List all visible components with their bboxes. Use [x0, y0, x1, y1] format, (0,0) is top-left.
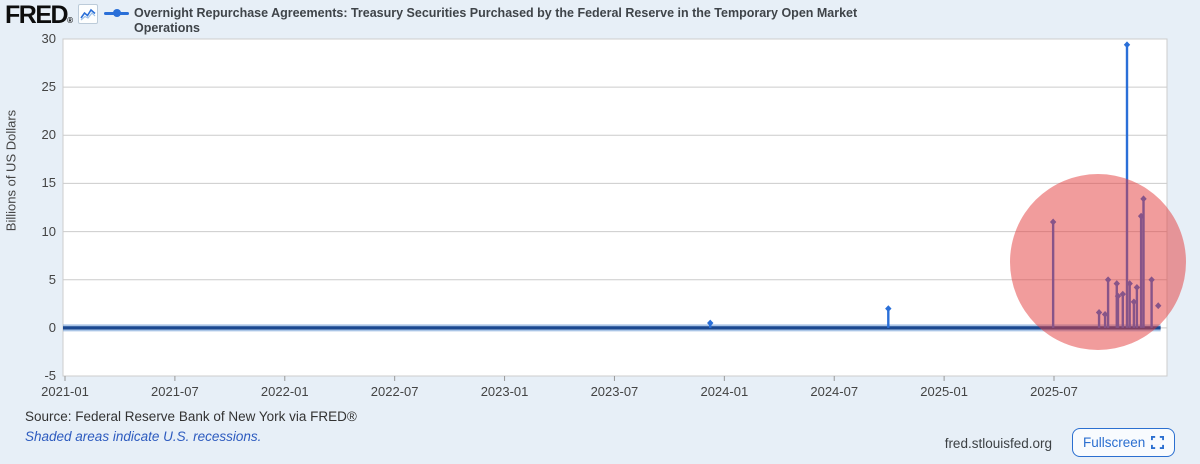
- series-point-marker: [707, 319, 714, 327]
- y-tick-label: 15: [41, 175, 56, 191]
- x-tick-label: 2022-01: [260, 384, 309, 399]
- x-tick-label: 2023-07: [590, 384, 639, 399]
- registered-mark: ®: [67, 16, 73, 25]
- series-point-marker: [1123, 41, 1131, 49]
- legend-dot-marker: [113, 9, 121, 17]
- x-tick-label: 2021-01: [41, 384, 89, 399]
- series-point-marker: [885, 305, 892, 312]
- fred-logo[interactable]: FRED®: [5, 1, 73, 29]
- x-tick-label: 2025-07: [1030, 384, 1078, 399]
- fullscreen-icon: [1151, 436, 1165, 449]
- x-tick-label: 2025-01: [920, 384, 968, 399]
- plot-area: [62, 38, 1168, 377]
- x-tick-label: 2024-07: [810, 384, 859, 399]
- x-tick-label: 2024-01: [700, 384, 749, 399]
- x-tick-label: 2021-07: [151, 384, 199, 399]
- recession-note-link[interactable]: Shaded areas indicate U.S. recessions.: [25, 429, 262, 444]
- y-tick-label: 30: [41, 31, 56, 46]
- fullscreen-button-label: Fullscreen: [1083, 435, 1146, 450]
- x-tick-label: 2023-01: [480, 384, 529, 399]
- y-tick-label: 5: [48, 271, 56, 287]
- series-title: Overnight Repurchase Agreements: Treasur…: [134, 6, 858, 35]
- fullscreen-button[interactable]: Fullscreen: [1072, 428, 1176, 457]
- y-tick-label: 20: [41, 127, 56, 143]
- y-tick-label: 25: [41, 79, 56, 95]
- y-tick-label: 10: [41, 223, 56, 239]
- fred-sparkline-icon: [78, 4, 98, 24]
- source-line: Source: Federal Reserve Bank of New York…: [25, 409, 357, 424]
- site-url-label: fred.stlouisfed.org: [944, 436, 1052, 451]
- y-tick-label: 0: [48, 319, 56, 335]
- y-tick-label: -5: [44, 368, 56, 383]
- x-tick-label: 2022-07: [370, 384, 419, 399]
